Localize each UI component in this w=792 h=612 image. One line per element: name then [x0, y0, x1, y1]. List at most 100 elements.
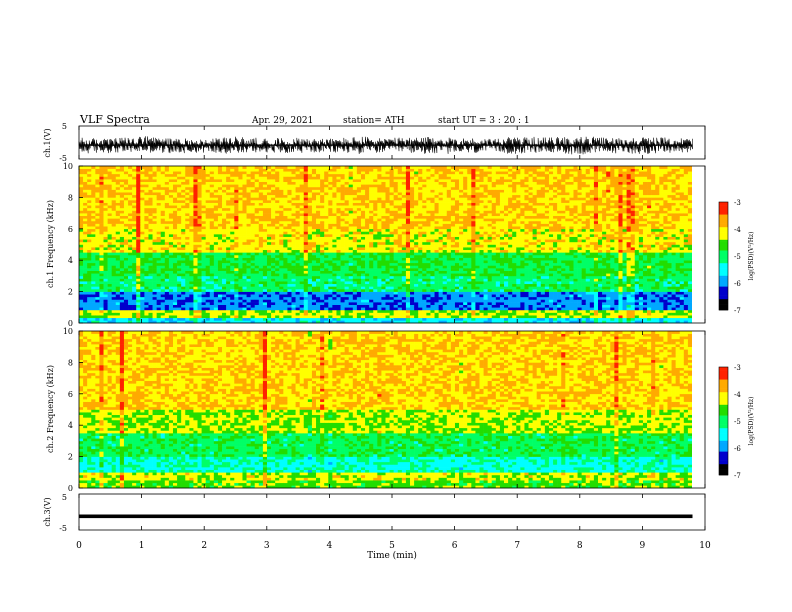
spectrogram-cell [307, 309, 313, 313]
spectrogram-cell [381, 210, 386, 214]
spectrogram-cell [373, 226, 378, 230]
spectrogram-cell [352, 234, 358, 237]
spectrogram-cell [401, 239, 407, 243]
spectrogram-cell [393, 294, 399, 298]
spectrogram-cell [111, 226, 117, 230]
spectrogram-cell [287, 247, 292, 251]
spectrogram-cell [238, 205, 243, 209]
spectrogram-cell [238, 288, 243, 292]
spectrogram-cell [279, 236, 284, 240]
spectrogram-cell [148, 291, 153, 295]
spectrogram-cell [332, 320, 337, 324]
spectrogram-cell [132, 315, 137, 319]
spectrogram-cell [405, 296, 411, 300]
spectrogram-cell [91, 254, 96, 258]
spectrogram-cell [193, 273, 198, 277]
spectrogram-cell [336, 294, 341, 298]
spectrogram-cell [168, 192, 174, 196]
spectrogram-cell [99, 291, 104, 295]
spectrogram-cell [352, 268, 358, 271]
spectrogram-cell [275, 286, 280, 290]
spectrogram-cell [95, 296, 100, 300]
spectrogram-cell [213, 294, 219, 298]
spectrogram-cell [328, 234, 333, 237]
spectrogram-cell [172, 218, 178, 222]
spectrogram-cell [128, 262, 133, 266]
spectrogram-cell [185, 226, 190, 230]
spectrogram-cell [197, 286, 202, 290]
spectrogram-cell [365, 202, 370, 206]
spectrogram-cell [87, 226, 92, 230]
spectrogram-cell [91, 226, 96, 230]
spectrogram-cell [132, 226, 137, 230]
spectrogram-cell [246, 210, 251, 214]
spectrogram-cell [324, 218, 329, 222]
spectrogram-cell [144, 171, 149, 175]
spectrogram-cell [234, 210, 239, 214]
spectrogram-cell [95, 291, 100, 295]
spectrogram-cell [103, 249, 108, 253]
spectrogram-cell [172, 184, 178, 188]
spectrogram-cell [91, 278, 96, 282]
spectrogram-cell [177, 179, 182, 182]
spectrogram-cell [389, 215, 394, 219]
spectrogram-cell [381, 299, 386, 303]
spectrogram-cell [250, 275, 256, 279]
spectrogram-cell [352, 197, 358, 201]
spectrogram-cell [197, 207, 202, 211]
spectrogram-cell [156, 207, 162, 211]
spectrogram-cell [356, 307, 362, 311]
spectrogram-cell [381, 205, 386, 209]
spectrogram-cell [234, 260, 239, 264]
spectrogram-cell [189, 168, 194, 172]
spectrogram-cell [262, 168, 268, 172]
spectrogram-cell [307, 226, 313, 230]
spectrogram-cell [226, 278, 231, 282]
spectrogram-cell [246, 197, 251, 201]
spectrogram-cell [377, 210, 382, 214]
spectrogram-cell [181, 268, 186, 271]
spectrogram-cell [414, 194, 419, 198]
spectrogram-cell [311, 312, 317, 316]
spectrogram-cell [377, 302, 382, 305]
spectrogram-cell [140, 173, 145, 177]
spectrogram-cell [189, 205, 194, 209]
spectrogram-cell [91, 296, 96, 300]
spectrogram-cell [119, 210, 125, 214]
spectrogram-cell [209, 241, 215, 245]
spectrogram-cell [254, 192, 260, 196]
spectrogram-cell [320, 223, 325, 227]
spectrogram-cell [258, 317, 264, 321]
spectrogram-cell [87, 166, 92, 169]
spectrogram-cell [209, 304, 215, 308]
spectrogram-cell [340, 236, 345, 240]
spectrogram-cell [352, 189, 358, 193]
spectrogram-cell [246, 268, 251, 271]
spectrogram-cell [172, 213, 178, 217]
spectrogram-cell [299, 244, 305, 248]
spectrogram-cell [87, 239, 92, 243]
spectrogram-cell [287, 288, 292, 292]
spectrogram-cell [389, 249, 394, 253]
spectrogram-cell [389, 307, 394, 311]
spectrogram-cell [271, 317, 276, 321]
spectrogram-cell [320, 205, 325, 209]
spectrogram-cell [279, 181, 284, 185]
spectrogram-cell [332, 304, 337, 308]
spectrogram-cell [332, 254, 337, 258]
spectrogram-cell [103, 307, 108, 311]
spectrogram-cell [107, 173, 112, 177]
spectrogram-cell [242, 265, 247, 269]
spectrogram-cell [414, 173, 419, 177]
spectrogram-cell [83, 226, 88, 230]
spectrogram-cell [103, 254, 108, 258]
spectrogram-cell [181, 171, 186, 175]
spectrogram-cell [136, 192, 141, 196]
spectrogram-cell [123, 186, 129, 190]
spectrogram-cell [168, 205, 174, 209]
spectrogram-cell [340, 179, 345, 182]
spectrogram-cell [128, 281, 133, 285]
spectrogram-cell [177, 231, 182, 235]
spectrogram-cell [242, 281, 247, 285]
spectrogram-cell [152, 254, 157, 258]
